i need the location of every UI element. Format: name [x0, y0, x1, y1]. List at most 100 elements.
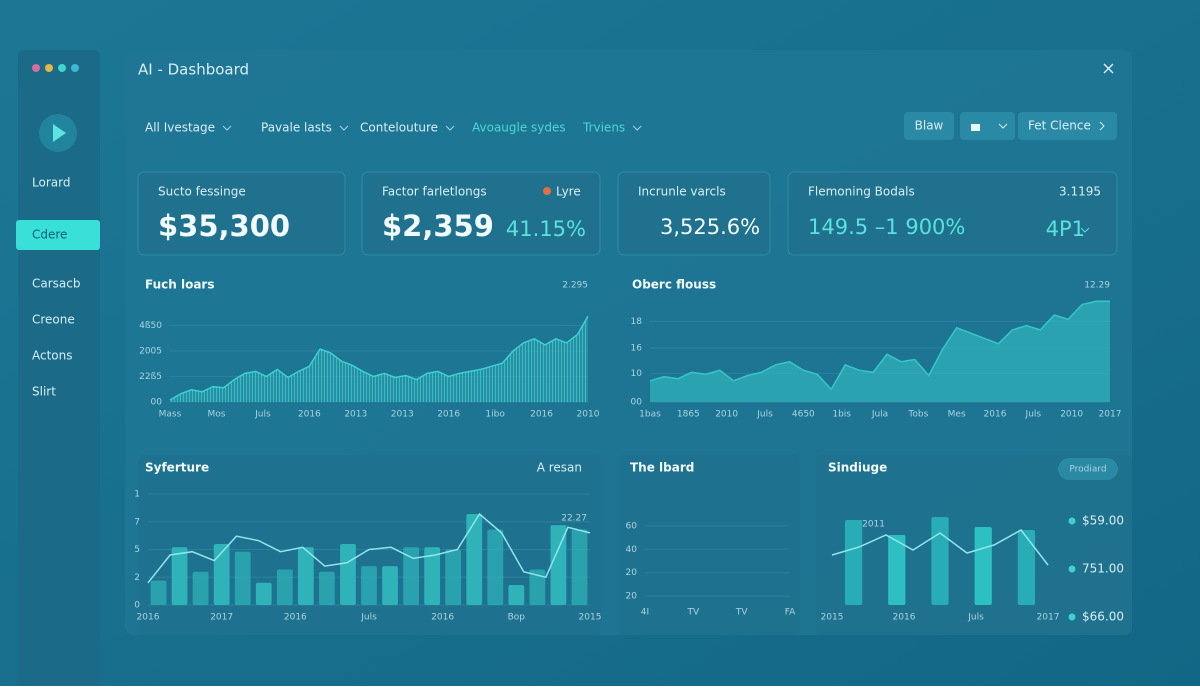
bar	[487, 529, 504, 605]
bar	[1017, 530, 1036, 605]
menu-item[interactable]: Lorard	[32, 176, 70, 190]
filter[interactable]: Contelouture	[360, 121, 438, 135]
y-tick-label: 20	[626, 592, 638, 602]
active-item	[16, 220, 100, 250]
y-tick-label: 7	[134, 517, 140, 527]
annotation: 22.27	[561, 514, 587, 524]
kpi-value: $2,359	[382, 209, 494, 243]
chevron	[222, 125, 232, 131]
bar	[213, 543, 230, 605]
bar	[931, 517, 949, 605]
kpi-card	[787, 171, 1118, 256]
bar	[150, 580, 167, 605]
legend-label: $66.00	[1082, 610, 1124, 624]
bar	[550, 525, 567, 605]
y-tick-label: 16	[631, 343, 643, 353]
x-tick-label: 1ibo	[485, 410, 505, 420]
bar	[361, 566, 377, 605]
x-tick-label: Jula	[871, 410, 888, 420]
bar	[529, 569, 546, 605]
y-tick-label: 60	[626, 521, 638, 531]
chart-title: The lbard	[630, 461, 694, 475]
x-tick-label: 2016	[431, 613, 454, 623]
close-icon[interactable]	[1103, 63, 1114, 74]
x-tick-label: Mass	[159, 410, 182, 420]
menu-item[interactable]: Cdere	[32, 228, 67, 242]
filter[interactable]: All Ivestage	[145, 121, 215, 135]
menu-item[interactable]: Creone	[32, 313, 75, 327]
kpi-value: 3,525.6%	[660, 215, 760, 239]
window-title: AI - Dashboard	[138, 61, 249, 79]
chart-title: Syferture	[145, 461, 209, 475]
play-icon	[53, 124, 66, 142]
kpi-label: Sucto fessinge	[158, 185, 246, 199]
bar	[171, 547, 188, 605]
lock-icon	[971, 124, 980, 131]
x-tick-label: 2016	[893, 613, 916, 623]
y-tick-label: 0	[134, 601, 140, 611]
y-tick-label: 00	[151, 398, 163, 408]
chart-title: Sindiuge	[828, 461, 887, 475]
line	[147, 512, 591, 584]
button-label: Fet Clence	[1028, 119, 1091, 133]
bar	[571, 529, 588, 605]
bar	[445, 549, 462, 605]
x-tick-label: 2015	[821, 613, 844, 623]
filter[interactable]: Trviens	[582, 121, 625, 135]
kpi-card	[137, 171, 346, 256]
panel	[138, 455, 602, 635]
chart-corner: A resan	[537, 461, 582, 475]
x-tick-label: Juls	[1025, 410, 1042, 420]
menu-item[interactable]: Slirt	[32, 385, 56, 399]
kpi-badge: Lyre	[556, 185, 581, 199]
menu-item[interactable]: Carsacb	[32, 277, 81, 291]
chevron	[1080, 227, 1090, 233]
bar	[424, 547, 441, 605]
x-tick-label: 1bis	[832, 410, 851, 420]
sidebar-menu: Lorard Cdere Carsacb Creone Actons Slirt	[32, 176, 81, 399]
bar	[508, 585, 525, 605]
x-tick-label: 2010	[1060, 410, 1083, 420]
chevron	[998, 123, 1008, 129]
filter[interactable]: Avoaugle sydes	[472, 121, 566, 135]
kpi-label: Factor farletlongs	[382, 185, 487, 199]
area	[650, 301, 1110, 402]
menu-item[interactable]: Actons	[32, 349, 73, 363]
bar	[403, 547, 419, 605]
button[interactable]	[904, 112, 954, 140]
chevron	[1099, 121, 1105, 131]
bar	[888, 535, 906, 605]
x-tick-label: Juls	[967, 613, 984, 623]
bar	[382, 566, 398, 605]
bar	[844, 520, 863, 605]
y-tick-label: 10	[631, 369, 643, 379]
chart-title: Oberc flouss	[632, 278, 716, 292]
x-tick-label: Juls	[360, 613, 377, 623]
y-tick-label: 18	[631, 317, 643, 327]
x-tick-label: 2010	[715, 410, 738, 420]
lock-button[interactable]	[960, 112, 1015, 140]
button[interactable]	[1058, 458, 1118, 480]
y-tick-label: 2	[134, 573, 140, 583]
chart-corner: 12.29	[1084, 281, 1110, 291]
x-tick-label: 2015	[579, 613, 602, 623]
x-tick-label: 2016	[284, 613, 307, 623]
x-tick-label: Juls	[254, 410, 271, 420]
dot	[58, 64, 66, 72]
y-tick-label: 20	[626, 568, 638, 578]
filter[interactable]: Pavale lasts	[261, 121, 332, 135]
legend-dot	[1068, 565, 1076, 573]
y-tick-label: 5	[134, 545, 140, 555]
y-tick-label: 1	[134, 490, 140, 500]
legend-dot	[1068, 517, 1076, 525]
button-label: Blaw	[915, 119, 944, 133]
kpi-card	[617, 171, 771, 256]
x-tick-label: 2013	[391, 410, 414, 420]
kpi-secondary: 41.15%	[506, 217, 586, 241]
dot	[45, 64, 53, 72]
bar	[319, 571, 335, 605]
button[interactable]	[1018, 112, 1117, 140]
x-tick-label: 2016	[437, 410, 460, 420]
